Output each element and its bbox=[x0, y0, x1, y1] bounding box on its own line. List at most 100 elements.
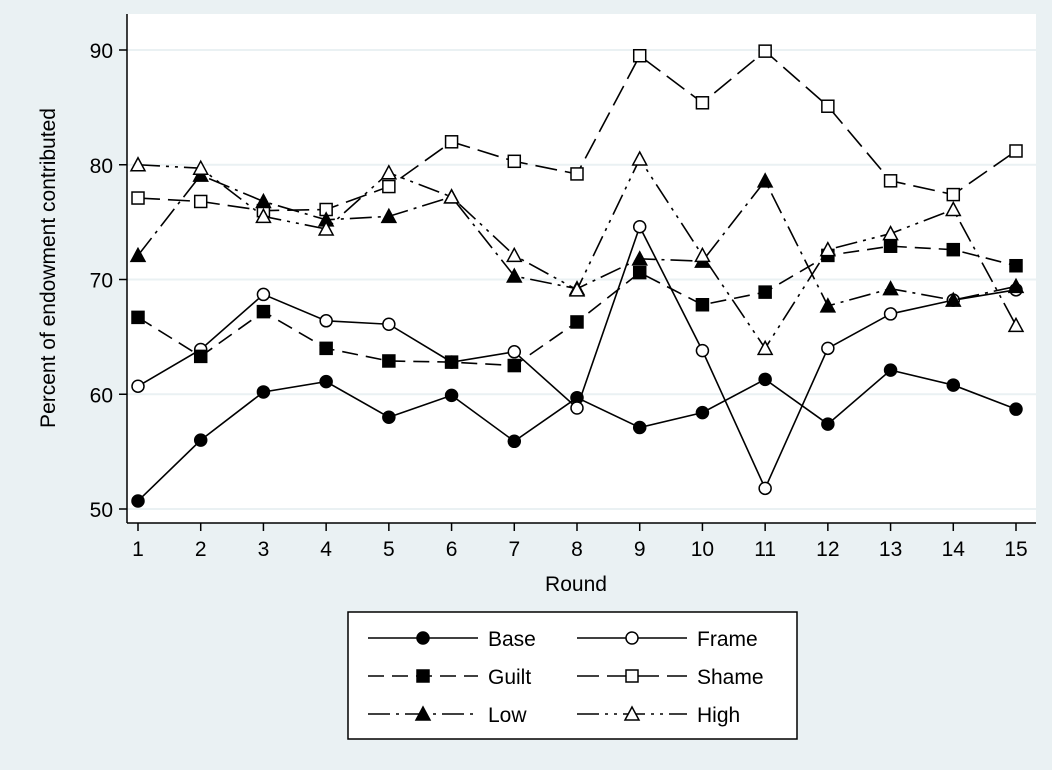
data-point-base bbox=[695, 405, 710, 420]
data-point-frame bbox=[821, 341, 835, 356]
data-point-guilt bbox=[946, 242, 961, 257]
data-point-guilt bbox=[193, 349, 208, 364]
data-point-low bbox=[380, 207, 398, 224]
data-point-shame bbox=[382, 179, 396, 194]
legend-label-shame: Shame bbox=[697, 666, 764, 689]
legend-label-low: Low bbox=[488, 704, 527, 727]
x-tick-label: 13 bbox=[879, 538, 902, 561]
data-series bbox=[129, 44, 1025, 508]
x-tick-label: 15 bbox=[1004, 538, 1027, 561]
data-point-base bbox=[758, 372, 772, 387]
data-point-low bbox=[631, 250, 648, 266]
data-point-guilt bbox=[883, 239, 898, 253]
x-tick-label: 5 bbox=[383, 538, 395, 561]
data-point-base bbox=[946, 378, 961, 392]
legend-item-shame: Shame bbox=[577, 666, 764, 689]
y-tick-label: 60 bbox=[90, 384, 113, 407]
data-point-frame bbox=[319, 314, 333, 328]
data-point-guilt bbox=[632, 265, 647, 280]
data-point-high bbox=[631, 150, 648, 166]
y-tick-label: 90 bbox=[90, 40, 113, 63]
data-point-shame bbox=[193, 194, 208, 209]
legend-label-guilt: Guilt bbox=[488, 666, 531, 689]
legend-marker-frame bbox=[625, 631, 639, 645]
y-tick-label: 50 bbox=[90, 499, 113, 522]
data-point-shame bbox=[632, 48, 647, 63]
data-point-base bbox=[821, 417, 835, 431]
data-point-high bbox=[129, 156, 147, 172]
data-point-high bbox=[192, 159, 209, 175]
x-tick-label: 14 bbox=[942, 538, 966, 561]
data-point-guilt bbox=[319, 341, 333, 356]
data-point-base bbox=[256, 385, 271, 399]
data-point-high bbox=[568, 281, 586, 297]
data-point-guilt bbox=[507, 358, 522, 373]
data-point-low bbox=[945, 291, 962, 307]
data-point-frame bbox=[695, 343, 710, 358]
data-point-high bbox=[882, 225, 899, 241]
legend-item-low: Low bbox=[368, 704, 527, 727]
data-point-high bbox=[819, 241, 837, 257]
x-tick-label: 7 bbox=[508, 538, 520, 561]
data-point-low bbox=[129, 246, 147, 263]
legend-label-high: High bbox=[697, 704, 740, 727]
x-tick-label: 12 bbox=[816, 538, 839, 561]
data-point-high bbox=[255, 207, 272, 224]
y-tick-label: 70 bbox=[90, 270, 113, 293]
data-point-frame bbox=[507, 345, 522, 359]
legend-label-frame: Frame bbox=[697, 628, 758, 651]
data-point-guilt bbox=[444, 355, 459, 369]
legend-item-base: Base bbox=[368, 628, 536, 651]
x-tick-label: 4 bbox=[320, 538, 332, 561]
data-point-base bbox=[382, 410, 396, 424]
legend: Base Frame Guilt Shame Low High bbox=[368, 628, 764, 727]
data-point-guilt bbox=[131, 310, 145, 325]
data-point-low bbox=[1007, 277, 1025, 294]
data-point-low bbox=[756, 172, 774, 188]
data-point-guilt bbox=[382, 354, 396, 368]
legend-marker-low bbox=[414, 705, 432, 721]
y-axis-ticks: 50 60 70 80 90 bbox=[90, 40, 127, 522]
data-point-high bbox=[506, 246, 523, 263]
x-tick-label: 9 bbox=[634, 538, 646, 561]
data-point-shame bbox=[821, 99, 835, 113]
x-tick-label: 8 bbox=[571, 538, 583, 561]
data-point-frame bbox=[382, 317, 396, 332]
data-point-frame bbox=[632, 219, 647, 234]
plot-area bbox=[127, 14, 1036, 523]
series-high bbox=[129, 150, 1025, 356]
data-point-base bbox=[632, 420, 647, 435]
series-base bbox=[131, 363, 1023, 508]
data-point-frame bbox=[758, 481, 772, 496]
data-point-shame bbox=[1009, 144, 1023, 158]
data-point-frame bbox=[256, 287, 271, 302]
series-guilt bbox=[131, 239, 1023, 373]
data-point-shame bbox=[695, 96, 710, 110]
y-axis-title: Percent of endowment contributed bbox=[37, 108, 60, 428]
legend-marker-guilt bbox=[416, 669, 430, 683]
data-point-guilt bbox=[758, 285, 772, 299]
x-tick-label: 2 bbox=[195, 538, 207, 561]
data-point-shame bbox=[444, 135, 459, 149]
data-point-low bbox=[506, 267, 523, 283]
legend-marker-high bbox=[623, 705, 641, 721]
x-tick-label: 6 bbox=[446, 538, 458, 561]
data-point-base bbox=[883, 363, 898, 377]
data-point-base bbox=[444, 388, 459, 403]
data-point-shame bbox=[946, 187, 961, 202]
x-tick-label: 3 bbox=[258, 538, 270, 561]
data-point-base bbox=[507, 434, 522, 449]
legend-item-high: High bbox=[577, 704, 740, 727]
data-point-base bbox=[193, 433, 208, 447]
x-axis-title: Round bbox=[545, 573, 607, 596]
data-point-high bbox=[1007, 316, 1025, 333]
data-point-high bbox=[945, 200, 962, 217]
x-tick-label: 1 bbox=[132, 538, 144, 561]
data-point-high bbox=[756, 339, 774, 356]
x-tick-label: 10 bbox=[691, 538, 714, 561]
data-point-guilt bbox=[256, 304, 271, 319]
data-point-guilt bbox=[570, 315, 584, 329]
data-point-high bbox=[317, 220, 335, 236]
legend-marker-base bbox=[416, 631, 430, 645]
